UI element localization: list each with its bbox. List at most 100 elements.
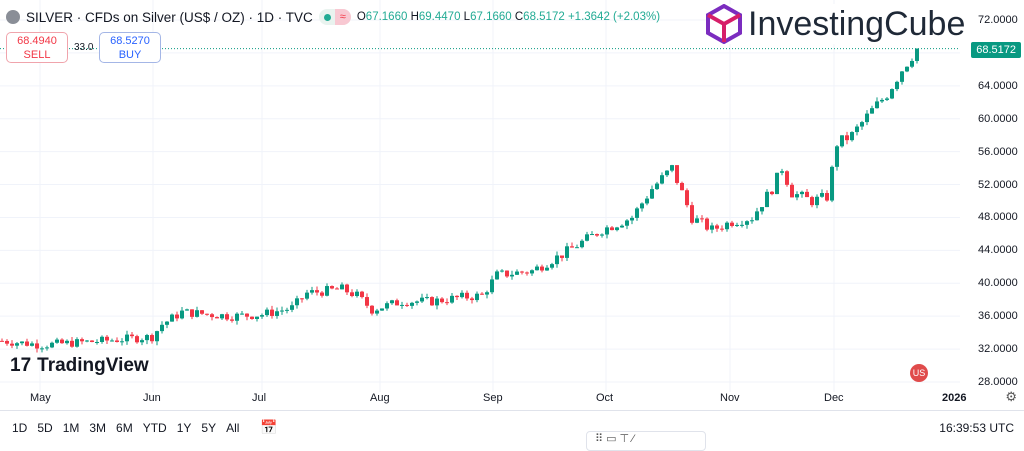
candle-body — [590, 234, 594, 236]
candle-body — [840, 135, 844, 147]
symbol-title[interactable]: SILVER · CFDs on Silver (US$ / OZ) · 1D … — [26, 9, 313, 25]
candle-body — [265, 309, 269, 316]
candle-body — [365, 297, 369, 306]
candle-body — [225, 314, 229, 320]
candle-body — [880, 99, 884, 102]
range-button-ytd[interactable]: YTD — [142, 421, 167, 435]
candle-body — [775, 172, 779, 195]
candle-body — [910, 60, 914, 67]
range-button-1y[interactable]: 1Y — [176, 421, 192, 435]
candle-body — [450, 295, 454, 303]
candle-body — [500, 270, 504, 272]
candle-body — [655, 183, 659, 190]
range-button-3m[interactable]: 3M — [89, 421, 107, 435]
y-tick-label: 28.0000 — [978, 376, 1018, 388]
candle-body — [5, 340, 9, 344]
candle-body — [15, 343, 19, 346]
candle-body — [630, 217, 634, 221]
candle-body — [175, 314, 179, 319]
range-button-1d[interactable]: 1D — [12, 421, 28, 435]
candle-body — [680, 182, 684, 191]
candle-body — [65, 340, 69, 344]
candle-body — [290, 305, 294, 310]
goto-date-icon[interactable]: 📅 — [260, 419, 278, 435]
candle-body — [190, 309, 194, 317]
candle-body — [890, 89, 894, 99]
candle-body — [855, 126, 859, 133]
candle-body — [565, 246, 569, 258]
candle-body — [710, 225, 714, 230]
candle-body — [350, 292, 354, 297]
candle-body — [320, 292, 324, 296]
candle-body — [355, 291, 359, 297]
candle-body — [25, 341, 29, 346]
candle-body — [10, 343, 14, 346]
candle-body — [560, 255, 564, 258]
candle-body — [605, 227, 609, 235]
candle-body — [760, 207, 764, 212]
candle-body — [45, 347, 49, 349]
x-tick-label: Nov — [720, 392, 740, 404]
candle-body — [280, 310, 284, 312]
candle-body — [430, 297, 434, 306]
candle-body — [170, 314, 174, 322]
candle-body — [745, 221, 749, 225]
time-axis[interactable]: May Jun Jul Aug Sep Oct Nov Dec 2026 — [0, 0, 1024, 410]
candle-body — [325, 286, 329, 296]
candle-body — [185, 309, 189, 311]
tradingview-logo[interactable]: 17 TradingView — [10, 355, 149, 376]
candle-body — [55, 339, 59, 343]
candle-body — [575, 247, 579, 249]
candle-body — [235, 313, 239, 321]
x-tick-label: May — [30, 392, 51, 404]
candle-body — [595, 234, 599, 236]
candle-body — [690, 205, 694, 223]
candle-body — [35, 343, 39, 349]
candle-body — [700, 218, 704, 220]
range-button-5y[interactable]: 5Y — [201, 421, 217, 435]
candle-body — [330, 286, 334, 289]
candle-body — [610, 227, 614, 231]
x-tick-label: Jun — [143, 392, 161, 404]
candle-body — [340, 284, 344, 290]
candle-body — [860, 122, 864, 127]
range-button-1m[interactable]: 1M — [62, 421, 80, 435]
candle-body — [770, 191, 774, 195]
range-button-all[interactable]: All — [226, 421, 240, 435]
candle-body — [480, 293, 484, 295]
candle-body — [100, 336, 104, 342]
candle-body — [625, 220, 629, 226]
candle-body — [535, 266, 539, 271]
us-flag-icon[interactable]: US — [910, 364, 928, 382]
candle-body — [555, 255, 559, 265]
candle-body — [165, 321, 169, 325]
range-buttons: 1D 5D 1M 3M 6M YTD 1Y 5Y All — [12, 421, 239, 435]
candle-body — [420, 297, 424, 302]
candle-body — [390, 300, 394, 304]
candle-body — [410, 302, 414, 306]
drawing-toolbar[interactable]: ⠿ ▭ ⊤ ⁄ — [586, 431, 706, 451]
candle-body — [670, 165, 674, 171]
investingcube-logo: InvestingCube — [706, 4, 966, 44]
candle-body — [75, 339, 79, 347]
sell-button[interactable]: 68.4940 SELL — [6, 32, 68, 63]
candle-body — [255, 316, 259, 319]
candle-body — [295, 298, 299, 306]
candle-body — [70, 340, 74, 347]
settings-icon[interactable]: ⚙ — [1005, 389, 1017, 404]
candle-body — [815, 196, 819, 206]
candle-body — [675, 165, 679, 183]
candle-body — [735, 224, 739, 226]
candle-body — [30, 343, 34, 346]
buy-button[interactable]: 68.5270 BUY — [99, 32, 161, 63]
candle-body — [865, 113, 869, 123]
candle-body — [685, 190, 689, 206]
candle-body — [285, 309, 289, 311]
price-chart[interactable] — [0, 0, 1024, 410]
range-button-6m[interactable]: 6M — [116, 421, 133, 435]
candle-body — [545, 267, 549, 271]
candle-body — [470, 298, 474, 301]
market-status[interactable]: ≈ — [318, 9, 351, 25]
range-button-5d[interactable]: 5D — [37, 421, 53, 435]
candle-body — [245, 313, 249, 317]
